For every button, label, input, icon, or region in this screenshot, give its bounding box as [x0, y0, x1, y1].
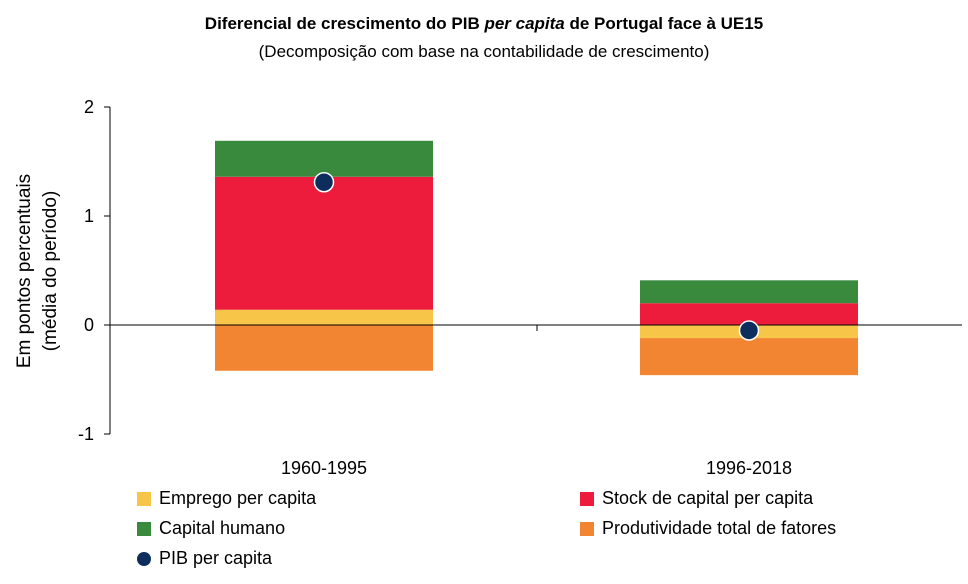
title-rest: de Portugal face à UE15 [569, 14, 764, 33]
chart-title: Diferencial de crescimento do PIB per ca… [0, 14, 968, 34]
x-category-label-0: 1960-1995 [281, 458, 367, 478]
y-tick-label-0: 0 [84, 315, 94, 335]
bar-1960-1995-series-2 [215, 140, 433, 177]
y-tick-label-1: 1 [84, 206, 94, 226]
legend-swatch-ptf [580, 521, 594, 536]
chart-subtitle: (Decomposição com base na contabilidade … [258, 42, 710, 61]
legend-item-pib: PIB per capita [137, 548, 272, 569]
pib-marker-1960-1995 [313, 171, 335, 193]
legend-marker-pib [137, 551, 151, 566]
legend-item-capital-humano: Capital humano [137, 518, 285, 539]
bar-1960-1995-series-1 [215, 176, 433, 310]
legend-item-stock-capital: Stock de capital per capita [580, 488, 813, 509]
legend-label-stock-capital: Stock de capital per capita [602, 488, 814, 508]
legend-item-emprego: Emprego per capita [137, 488, 316, 509]
legend-label-pib: PIB per capita [159, 548, 273, 568]
y-axis-label-line1: Em pontos percentuais [14, 174, 35, 368]
y-axis-label-line2: (média do período) [40, 191, 61, 352]
legend-swatch-stock-capital [580, 491, 594, 506]
legend-swatch-emprego [137, 491, 151, 506]
bar-1996-2018-series-2 [640, 280, 858, 304]
legend-swatch-capital-humano [137, 521, 151, 536]
legend-label-capital-humano: Capital humano [159, 518, 286, 538]
bar-1960-1995-series-3 [215, 325, 433, 371]
legend-label-emprego: Emprego per capita [159, 488, 317, 508]
x-category-label-1: 1996-2018 [706, 458, 792, 478]
bar-1960-1995-series-0 [215, 309, 433, 325]
legend-item-ptf: Produtividade total de fatores [580, 518, 836, 539]
pib-marker-1996-2018 [738, 320, 760, 341]
title-main: Diferencial de crescimento do PIB [204, 14, 480, 33]
y-tick-label-2: 2 [84, 97, 94, 117]
y-tick-label--1: -1 [78, 424, 94, 444]
bar-1996-2018-series-3 [640, 338, 858, 376]
title-italic: per capita [484, 14, 565, 33]
legend-label-ptf: Produtividade total de fatores [602, 518, 837, 538]
bar-1996-2018-series-1 [640, 303, 858, 325]
